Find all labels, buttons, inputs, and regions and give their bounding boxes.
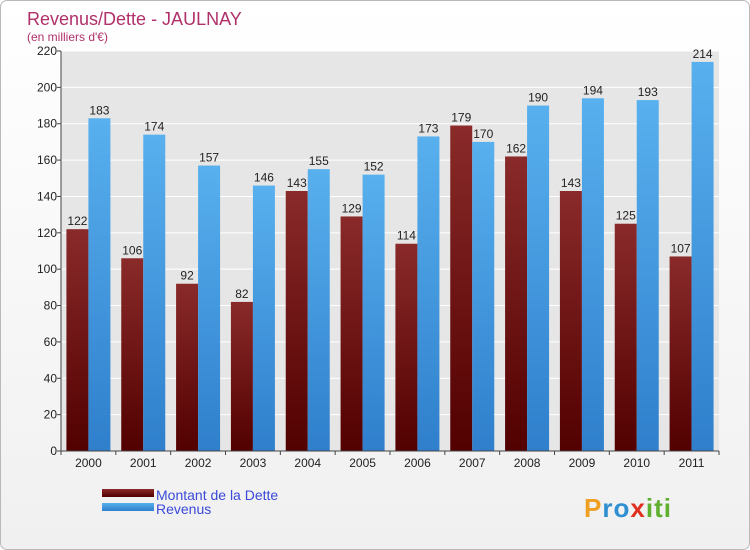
x-tick-label: 2009 (569, 456, 596, 470)
y-tick-label: 140 (37, 189, 57, 203)
x-tick-label: 2011 (679, 456, 705, 470)
y-tick-label: 200 (37, 80, 57, 94)
bar-dette (66, 229, 89, 451)
y-tick-label: 0 (50, 444, 57, 458)
bars-layer (66, 61, 714, 452)
chart-title: Revenus/Dette - JAULNAY (27, 9, 242, 29)
data-label-dette: 122 (67, 214, 87, 228)
data-label-dette: 143 (287, 176, 307, 190)
y-tick-label: 80 (44, 299, 58, 313)
bar-dette (230, 301, 253, 451)
data-label-dette: 125 (616, 209, 636, 223)
bar-dette (176, 283, 199, 451)
y-tick-label: 180 (37, 117, 57, 131)
data-label-revenus: 173 (418, 121, 438, 135)
data-label-dette: 114 (397, 229, 416, 243)
legend-swatch-dette (102, 489, 154, 497)
data-label-dette: 92 (180, 269, 194, 283)
y-tick-label: 100 (37, 262, 57, 276)
bar-revenus (472, 141, 495, 451)
data-label-dette: 129 (342, 201, 362, 215)
bar-dette (285, 191, 308, 451)
data-label-revenus: 157 (199, 151, 219, 165)
bar-dette (505, 156, 528, 452)
bar-revenus (88, 118, 111, 451)
data-label-revenus: 152 (364, 160, 384, 174)
bar-revenus (143, 134, 166, 452)
x-tick-label: 2002 (185, 456, 212, 470)
legend-label-revenus: Revenus (156, 501, 211, 517)
x-tick-label: 2005 (349, 456, 376, 470)
chart-subtitle: (en milliers d'€) (27, 30, 108, 44)
bar-revenus (691, 61, 714, 452)
data-label-revenus: 183 (89, 103, 109, 117)
y-tick-label: 40 (44, 371, 58, 385)
x-tick-label: 2001 (130, 456, 157, 470)
bar-revenus (581, 98, 604, 451)
bar-revenus (252, 185, 275, 451)
legend-swatch-revenus (102, 503, 154, 511)
plot-background (61, 51, 719, 451)
bar-revenus (636, 100, 659, 451)
bar-dette (669, 256, 692, 451)
data-label-dette: 82 (235, 287, 249, 301)
data-label-dette: 162 (506, 141, 526, 155)
y-tick-label: 220 (37, 44, 57, 58)
data-label-revenus: 193 (638, 85, 658, 99)
x-tick-label: 2006 (404, 456, 431, 470)
data-label-revenus: 155 (309, 154, 329, 168)
x-tick-label: 2010 (623, 456, 650, 470)
y-tick-label: 60 (44, 335, 58, 349)
data-label-revenus: 174 (144, 120, 164, 134)
legend-label-dette: Montant de la Dette (156, 487, 278, 503)
x-tick-label: 2004 (294, 456, 321, 470)
bar-dette (395, 243, 418, 451)
bar-dette (340, 216, 363, 451)
bar-dette (559, 191, 582, 451)
grid-layer (61, 50, 719, 452)
proxiti-logo-text: Proxiti (584, 493, 672, 523)
data-label-dette: 143 (561, 176, 581, 190)
y-tick-label: 20 (44, 408, 58, 422)
x-tick-label: 2003 (240, 456, 267, 470)
x-tick-label: 2000 (75, 456, 102, 470)
bar-revenus (307, 169, 330, 451)
bar-dette (450, 125, 473, 451)
data-label-dette: 106 (122, 243, 142, 257)
data-label-revenus: 214 (693, 47, 713, 61)
y-tick-label: 160 (37, 153, 57, 167)
data-label-revenus: 170 (473, 127, 493, 141)
data-label-revenus: 146 (254, 171, 274, 185)
data-label-dette: 179 (451, 111, 471, 125)
legend: Montant de la Dette Revenus (102, 487, 278, 517)
x-tick-label: 2007 (459, 456, 486, 470)
data-label-revenus: 194 (583, 83, 603, 97)
bar-dette (614, 223, 637, 451)
data-label-revenus: 190 (528, 91, 548, 105)
bar-revenus (198, 165, 221, 451)
bar-revenus (417, 136, 440, 452)
proxiti-logo: Proxiti (584, 493, 672, 523)
bar-revenus (527, 105, 550, 451)
bar-dette (121, 258, 144, 451)
y-tick-label: 120 (37, 226, 57, 240)
x-tick-label: 2008 (514, 456, 541, 470)
data-label-dette: 107 (671, 241, 691, 255)
axis-layer: 0 20 40 60 80 100 120 140 160 180 200 220 2000 2001 20… (37, 44, 720, 470)
bar-revenus (362, 174, 385, 452)
